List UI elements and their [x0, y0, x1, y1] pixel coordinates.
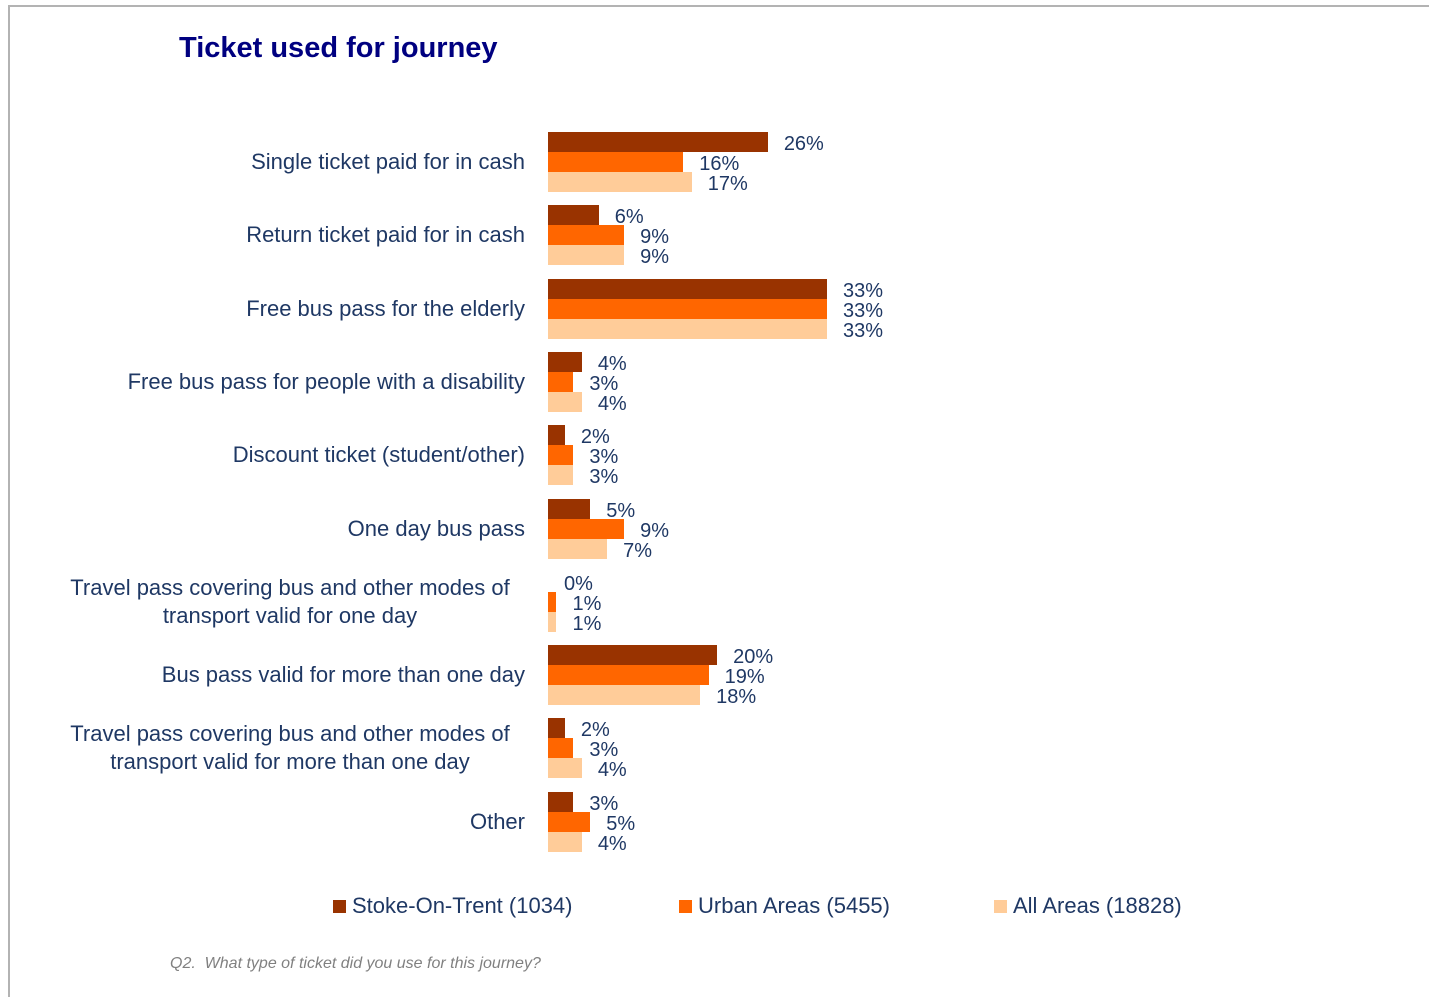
category-label: Return ticket paid for in cash	[45, 221, 525, 249]
bar	[548, 391, 582, 412]
category-label: Single ticket paid for in cash	[45, 148, 525, 176]
value-label: 4%	[597, 832, 627, 855]
bar	[548, 172, 692, 192]
category-text: Travel pass covering bus and other modes…	[70, 574, 510, 628]
value-label: 1%	[572, 612, 602, 635]
bar	[548, 811, 591, 832]
value-label: 9%	[640, 519, 669, 542]
category-label: Bus pass valid for more than one day	[45, 661, 525, 689]
bar	[548, 738, 574, 759]
value-label: 16%	[699, 153, 740, 175]
value-label: 5%	[606, 499, 636, 522]
bar	[548, 591, 557, 612]
value-label: 5%	[606, 812, 636, 835]
value-label: 33%	[843, 299, 884, 322]
category-text: Free bus pass for the elderly	[246, 295, 525, 321]
value-label: 3%	[589, 792, 619, 815]
category-text: Other	[469, 808, 525, 834]
legend-label: All Areas (18828)	[1013, 893, 1182, 918]
legend-item: All Areas (18828)	[994, 893, 1182, 919]
value-label: 6%	[614, 206, 644, 229]
bar	[548, 465, 574, 486]
value-label: 1%	[572, 592, 602, 615]
bar	[548, 791, 574, 812]
bar	[548, 665, 709, 686]
bar	[548, 645, 718, 666]
bar	[548, 132, 768, 152]
value-label: 3%	[589, 446, 619, 469]
legend-swatch	[679, 899, 692, 913]
category-label: Free bus pass for people with a disabili…	[45, 368, 525, 396]
bar	[548, 371, 574, 392]
value-label: 17%	[707, 173, 748, 195]
value-label: 2%	[580, 719, 610, 742]
value-label: 7%	[623, 539, 653, 562]
category-text: Return ticket paid for in cash	[246, 222, 525, 248]
category-label: Travel pass covering bus and other modes…	[45, 574, 525, 630]
chart-title: Ticket used for journey	[179, 32, 498, 64]
bar	[548, 152, 684, 172]
value-label: 3%	[589, 739, 619, 762]
footnote: Q2. What type of ticket did you use for …	[170, 955, 541, 972]
value-label: 33%	[843, 279, 884, 302]
value-label: 9%	[640, 226, 669, 249]
bar	[548, 831, 582, 852]
value-label: 4%	[597, 392, 627, 415]
category-label: Discount ticket (student/other)	[45, 441, 525, 469]
value-label: 3%	[589, 466, 619, 489]
value-label: 19%	[724, 666, 765, 689]
value-label: 3%	[589, 372, 619, 395]
bar	[548, 298, 827, 319]
legend-swatch	[994, 899, 1007, 913]
bar	[548, 498, 591, 519]
bar	[548, 351, 582, 372]
value-label: 20%	[733, 646, 774, 669]
value-label: 4%	[597, 352, 627, 375]
bar	[548, 445, 574, 466]
category-text: Single ticket paid for in cash	[251, 149, 525, 174]
category-text: One day bus pass	[347, 515, 525, 541]
legend-swatch	[333, 899, 346, 913]
bar	[548, 758, 582, 779]
legend-item: Stoke-On-Trent (1034)	[333, 893, 573, 919]
value-label: 18%	[716, 686, 757, 709]
value-label: 33%	[843, 319, 884, 342]
frame	[8, 5, 1429, 997]
bar	[548, 611, 557, 632]
bar	[548, 538, 608, 559]
category-text: Free bus pass for people with a disabili…	[127, 368, 525, 394]
legend-label: Urban Areas (5455)	[698, 893, 890, 918]
category-label: Travel pass covering bus and other modes…	[45, 720, 525, 776]
value-label: 0%	[564, 572, 593, 595]
value-label: 2%	[580, 426, 610, 449]
value-label: 26%	[783, 133, 824, 155]
bar	[548, 278, 827, 299]
bar	[548, 245, 625, 266]
legend-item: Urban Areas (5455)	[679, 893, 890, 919]
category-text: Bus pass valid for more than one day	[161, 662, 525, 688]
bar	[548, 425, 565, 446]
category-label: One day bus pass	[45, 515, 525, 543]
bar	[548, 318, 827, 339]
value-label: 4%	[597, 759, 627, 782]
bar	[548, 205, 599, 226]
category-text: Discount ticket (student/other)	[232, 442, 525, 468]
value-label: 9%	[640, 246, 669, 269]
bar	[548, 518, 625, 539]
bar	[548, 685, 701, 706]
category-label: Free bus pass for the elderly	[45, 295, 525, 323]
legend-label: Stoke-On-Trent (1034)	[352, 893, 573, 918]
bar	[548, 718, 565, 739]
category-label: Other	[45, 808, 525, 836]
bar	[548, 225, 625, 246]
category-text: Travel pass covering bus and other modes…	[70, 721, 510, 775]
